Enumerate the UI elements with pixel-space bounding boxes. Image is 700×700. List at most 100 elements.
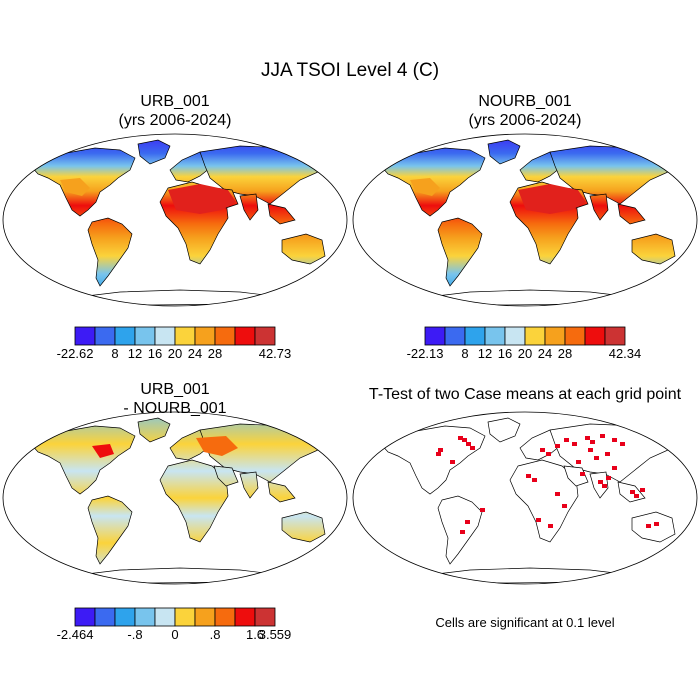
significant-cell (640, 488, 645, 492)
colorbar-tick-label: 0 (171, 627, 179, 642)
significant-cell (532, 478, 537, 482)
colorbar-swatch (584, 326, 606, 346)
continent-antarctica (419, 289, 641, 306)
significant-cell (588, 448, 593, 452)
colorbar-swatch (194, 326, 216, 346)
significant-cell (438, 448, 443, 452)
panel-title-ttest: T-Test of two Case means at each grid po… (350, 385, 700, 404)
panel-title-nourb: NOURB_001 (yrs 2006-2024) (425, 92, 625, 130)
colorbar-swatch (254, 607, 276, 627)
continent-greenland (487, 139, 521, 165)
significant-cell (634, 494, 639, 498)
panel-title-line1: T-Test of two Case means at each grid po… (368, 386, 682, 403)
continent-australia (281, 511, 326, 543)
colorbar-swatch (154, 607, 176, 627)
colorbar-labels-diff: -2.464 -.8 0 .8 1.6 3.559 (57, 627, 292, 643)
significant-cell (606, 476, 611, 480)
continent-seasia (267, 203, 296, 225)
continent-samerica (87, 217, 133, 287)
colorbar-tick-label: 12 (127, 346, 143, 361)
colorbar-diff (74, 607, 276, 627)
continent-seasia (267, 481, 296, 503)
colorbar-tick-label: 20 (167, 346, 183, 361)
land-layer (29, 417, 326, 584)
significant-cell (576, 460, 581, 464)
colorbar-tick-label: 16 (147, 346, 163, 361)
colorbar-swatch (114, 326, 136, 346)
colorbar-tick-label: 24 (187, 346, 203, 361)
map-panel-urb (2, 133, 348, 307)
continent-arabia (563, 465, 589, 487)
panel-title-line1: URB_001 (140, 381, 210, 398)
colorbar-tick-label: 28 (557, 346, 573, 361)
colorbar-swatch (564, 326, 586, 346)
colorbar-swatch (544, 326, 566, 346)
significant-cell (458, 436, 463, 440)
colorbar-swatch (254, 326, 276, 346)
significant-cell (572, 442, 577, 446)
colorbar-tick-label: 16 (497, 346, 513, 361)
significant-cell (590, 440, 595, 444)
continent-india (589, 471, 609, 499)
colorbar-tick-label: -2.464 (56, 627, 94, 642)
warm-region (60, 178, 90, 196)
significant-cell (555, 444, 560, 448)
significant-cell (526, 474, 531, 478)
significant-cell (580, 472, 585, 476)
significant-cell (548, 524, 553, 528)
colorbar-swatch (464, 326, 486, 346)
continent-seasia (617, 203, 646, 225)
colorbar-urb (74, 326, 276, 346)
map-boundary (352, 133, 698, 307)
continent-india (589, 193, 609, 221)
colorbar-swatch (74, 326, 96, 346)
colorbar-tick-label: .8 (209, 627, 221, 642)
colorbar-tick-label: 1.6 (245, 627, 265, 642)
significant-cell (536, 518, 541, 522)
significant-cell (450, 460, 455, 464)
colorbar-swatch (194, 607, 216, 627)
continent-samerica (437, 217, 483, 287)
significant-cell (600, 434, 605, 438)
colorbar-tick-label: 28 (207, 346, 223, 361)
significant-cell (594, 456, 599, 460)
figure-title: JJA TSOI Level 4 (C) (260, 60, 440, 81)
colorbar-swatch (214, 607, 236, 627)
colorbar-swatch (484, 326, 506, 346)
significant-cell (646, 524, 651, 528)
hot-region (168, 184, 236, 214)
colorbar-swatch (74, 607, 96, 627)
continent-australia (631, 233, 676, 265)
significant-cell (540, 448, 545, 452)
colorbar-tick-label: 42.73 (258, 346, 292, 361)
colorbar-swatch (424, 326, 446, 346)
significant-cell (598, 480, 603, 484)
land-layer (29, 139, 326, 306)
map-boundary (2, 411, 348, 585)
warm-anomaly (92, 444, 114, 458)
map-boundary (352, 411, 698, 585)
colorbar-swatch (134, 326, 156, 346)
colorbar-swatch (524, 326, 546, 346)
colorbar-swatch (234, 607, 256, 627)
map-panel-ttest (352, 411, 698, 585)
land-layer (379, 139, 676, 306)
significant-cell (564, 438, 569, 442)
significant-cell (630, 490, 635, 494)
significant-cell (460, 530, 465, 534)
colorbar-tick-label: 12 (477, 346, 493, 361)
continent-australia (281, 233, 326, 265)
significance-note: Cells are significant at 0.1 level (435, 615, 615, 630)
significant-cell (562, 504, 567, 508)
colorbar-tick-label: -22.62 (56, 346, 94, 361)
colorbar-swatch (444, 326, 466, 346)
continent-samerica (87, 495, 133, 565)
significant-cell (605, 452, 610, 456)
significant-cell (462, 438, 467, 442)
colorbar-swatch (94, 326, 116, 346)
colorbar-swatch (94, 607, 116, 627)
colorbar-labels-nourb: -22.13 8 12 16 20 24 28 42.34 (407, 346, 642, 362)
colorbar-swatch (114, 607, 136, 627)
land-layer (379, 417, 676, 584)
map-boundary (2, 133, 348, 307)
